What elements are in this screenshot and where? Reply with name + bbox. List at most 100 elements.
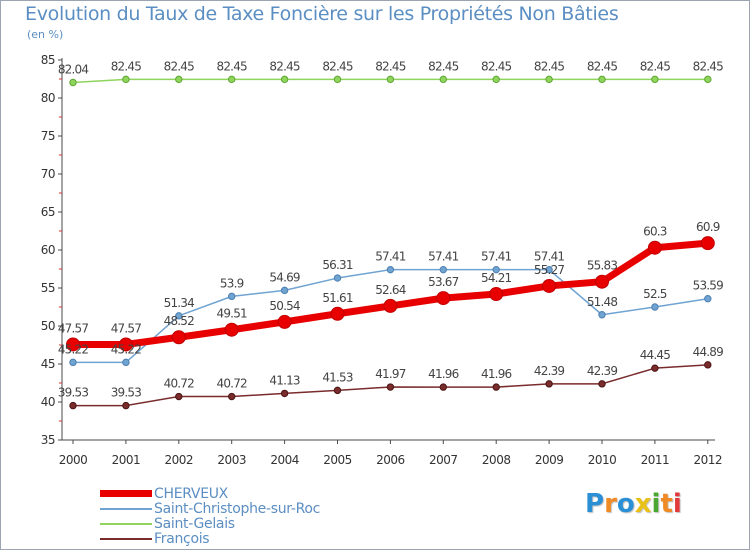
y-tick-label: 85 xyxy=(41,53,55,67)
data-point-saint-christophe-sur-roc xyxy=(492,265,500,274)
legend-item: Saint-Christophe-sur-Roc xyxy=(100,501,320,517)
legend: CHERVEUX Saint-Christophe-sur-Roc Saint-Ge… xyxy=(100,485,320,547)
data-label-saint-gelais: 82.45 xyxy=(375,59,406,73)
data-label-saint-christophe-sur-roc: 56.31 xyxy=(322,258,353,272)
y-tick-label: 45 xyxy=(41,357,55,371)
data-point-cherveux xyxy=(66,337,80,352)
y-tick-label: 70 xyxy=(41,167,55,181)
x-tick-label: 2011 xyxy=(641,453,670,467)
data-label-saint-gelais: 82.45 xyxy=(269,59,300,73)
logo-letter: o xyxy=(616,489,635,519)
data-point-fran-ois xyxy=(598,380,606,388)
data-label-cherveux: 52.64 xyxy=(375,283,406,297)
y-tick-label: 60 xyxy=(41,243,55,257)
data-point-saint-gelais xyxy=(386,75,395,84)
data-label-fran-ois: 44.45 xyxy=(640,348,671,362)
y-tick-label: 65 xyxy=(41,205,55,219)
data-point-fran-ois xyxy=(228,392,236,401)
x-tick-label: 2002 xyxy=(165,453,194,467)
data-label-fran-ois: 39.53 xyxy=(111,386,142,400)
data-label-saint-christophe-sur-roc: 57.41 xyxy=(375,250,406,264)
data-point-saint-gelais xyxy=(598,75,606,84)
logo-letter: i xyxy=(651,489,661,519)
legend-label: CHERVEUX xyxy=(154,485,228,502)
legend-swatch xyxy=(100,490,152,497)
data-label-saint-gelais: 82.45 xyxy=(587,59,618,73)
x-tick-label: 2004 xyxy=(270,453,299,467)
data-point-saint-gelais xyxy=(439,75,447,84)
data-point-cherveux xyxy=(224,322,239,337)
data-point-cherveux xyxy=(383,298,398,313)
data-label-fran-ois: 41.96 xyxy=(481,367,512,381)
data-point-cherveux xyxy=(436,291,451,306)
data-label-fran-ois: 39.53 xyxy=(58,386,89,400)
x-tick-label: 2006 xyxy=(376,453,405,467)
x-tick-label: 2003 xyxy=(217,453,246,467)
data-label-saint-christophe-sur-roc: 51.34 xyxy=(164,296,195,310)
legend-label: Saint-Gelais xyxy=(154,515,235,532)
data-label-saint-gelais: 82.45 xyxy=(534,59,565,73)
data-point-cherveux xyxy=(330,306,345,321)
x-tick-label: 2012 xyxy=(694,453,723,467)
data-point-cherveux xyxy=(647,240,662,255)
x-tick-label: 2000 xyxy=(59,453,88,467)
data-label-saint-christophe-sur-roc: 53.59 xyxy=(693,279,724,293)
data-point-fran-ois xyxy=(69,401,77,410)
data-point-saint-gelais xyxy=(175,75,183,84)
data-label-fran-ois: 44.89 xyxy=(693,345,724,359)
data-point-saint-gelais xyxy=(69,78,77,87)
data-point-cherveux xyxy=(595,274,609,289)
data-label-cherveux: 60.3 xyxy=(643,225,667,239)
y-tick-label: 35 xyxy=(41,433,55,447)
data-point-saint-christophe-sur-roc xyxy=(333,274,342,282)
x-tick-label: 2008 xyxy=(482,453,511,467)
x-tick-label: 2007 xyxy=(429,453,458,467)
data-label-cherveux: 50.54 xyxy=(269,299,300,313)
data-point-fran-ois xyxy=(704,361,712,369)
data-point-saint-christophe-sur-roc xyxy=(69,358,77,367)
data-point-saint-gelais xyxy=(651,75,659,84)
data-label-cherveux: 48.52 xyxy=(164,314,195,328)
x-tick-label: 2005 xyxy=(323,453,352,467)
data-point-cherveux xyxy=(542,278,557,293)
data-label-saint-gelais: 82.45 xyxy=(640,59,671,73)
data-point-fran-ois xyxy=(333,386,342,395)
logo-letter: r xyxy=(604,489,617,519)
data-label-saint-christophe-sur-roc: 51.48 xyxy=(587,295,618,309)
data-label-cherveux: 53.67 xyxy=(428,275,459,289)
legend-item: Saint-Gelais xyxy=(100,515,320,532)
data-point-fran-ois xyxy=(175,392,183,401)
data-label-fran-ois: 41.96 xyxy=(428,367,459,381)
data-point-saint-gelais xyxy=(280,75,289,84)
data-label-fran-ois: 41.97 xyxy=(375,367,406,381)
data-point-fran-ois xyxy=(439,383,447,391)
y-axis-unit: (en %) xyxy=(27,28,64,41)
data-point-saint-gelais xyxy=(333,75,342,84)
data-point-fran-ois xyxy=(492,383,500,391)
data-label-saint-gelais: 82.45 xyxy=(428,59,459,73)
proxiti-logo: Proxiti xyxy=(585,489,682,519)
data-point-fran-ois xyxy=(122,401,130,410)
data-label-fran-ois: 41.13 xyxy=(269,373,300,387)
data-label-fran-ois: 42.39 xyxy=(534,364,565,378)
data-point-saint-christophe-sur-roc xyxy=(704,295,712,303)
data-label-cherveux: 47.57 xyxy=(58,321,89,335)
data-label-fran-ois: 40.72 xyxy=(164,377,195,391)
data-label-saint-christophe-sur-roc: 52.5 xyxy=(643,287,667,301)
data-point-saint-gelais xyxy=(704,75,712,84)
data-point-saint-christophe-sur-roc xyxy=(545,265,553,274)
data-label-cherveux: 54.21 xyxy=(481,271,512,285)
chart-title: Evolution du Taux de Taxe Foncière sur l… xyxy=(25,3,619,25)
data-point-cherveux xyxy=(489,287,504,302)
data-label-saint-christophe-sur-roc: 54.69 xyxy=(269,270,300,284)
legend-swatch xyxy=(100,507,152,510)
data-label-saint-gelais: 82.45 xyxy=(322,59,353,73)
data-label-cherveux: 55.27 xyxy=(534,263,565,277)
data-point-saint-gelais xyxy=(492,75,500,84)
logo-letter: i xyxy=(672,489,682,519)
data-label-saint-christophe-sur-roc: 45.22 xyxy=(111,342,142,356)
data-point-fran-ois xyxy=(545,380,553,388)
data-point-saint-christophe-sur-roc xyxy=(439,265,447,274)
